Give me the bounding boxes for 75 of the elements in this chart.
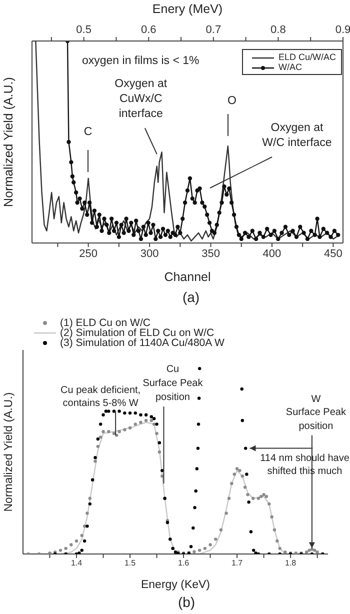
point (118, 410, 121, 413)
point (88, 502, 92, 506)
annotation: Cu Surface Peak position (142, 364, 204, 404)
point (174, 550, 178, 554)
point (249, 530, 253, 534)
x2-tick-label: 0.8 (270, 24, 286, 36)
point (247, 500, 250, 504)
x2-axis-title: Enery (MeV) (152, 2, 223, 16)
legend-label: W/AC (277, 62, 303, 72)
legend-label: (1) ELD Cu on W/C (59, 317, 150, 329)
point (158, 441, 162, 444)
x-tick-label: 350 (202, 248, 220, 260)
point (102, 413, 105, 417)
legend-label: (3) Simulation of 1140A Cu/480A W (59, 337, 226, 349)
x-tick-label: 1.6 (178, 558, 190, 568)
x-tick-label: 400 (262, 248, 282, 260)
x-tick-label: 1.7 (231, 558, 244, 568)
point (82, 539, 86, 543)
point (139, 413, 142, 417)
point (98, 422, 102, 426)
point (86, 524, 89, 528)
x-axis-title: Energy (KeV) (140, 579, 210, 591)
annotation: C (84, 126, 92, 138)
point (144, 413, 148, 417)
x-tick-label: 250 (79, 248, 98, 260)
point (123, 411, 126, 415)
point (254, 551, 258, 554)
point (104, 410, 108, 413)
point (252, 548, 256, 552)
x2-tick-label: 0.6 (140, 24, 156, 36)
point (197, 396, 201, 400)
point (196, 446, 200, 450)
point (155, 422, 158, 426)
annotation: oxygen in films is < 1% (82, 55, 200, 68)
x2-tick-label: 0.9 (335, 24, 350, 36)
y-axis-title: Normalized Yield (A.U.) (1, 77, 16, 207)
legend-label: ELD Cu/W/AC (277, 52, 336, 62)
x2-tick-label: 0.5 (76, 24, 92, 36)
point (193, 506, 196, 510)
x-tick-label: 300 (140, 248, 159, 260)
x-tick-label: 450 (324, 248, 342, 260)
annotation: Cu peak deficient, contains 5-8% W (60, 384, 141, 409)
point (244, 446, 248, 450)
point (78, 551, 81, 554)
point (134, 411, 137, 415)
x-tick-label: 1.8 (284, 558, 297, 568)
point (196, 422, 200, 426)
point (194, 489, 198, 493)
point (240, 387, 244, 391)
point (198, 366, 202, 370)
point (96, 437, 100, 441)
point (192, 526, 195, 530)
x-axis-title: Channel (164, 270, 211, 284)
point (152, 417, 156, 420)
point (112, 410, 116, 413)
point (107, 410, 110, 413)
annotation: Oxygen at W/C interface (262, 122, 332, 150)
point (128, 411, 132, 415)
point (189, 544, 193, 548)
point (240, 418, 244, 422)
x-tick-label: 1.4 (70, 558, 83, 568)
y-axis-title: Normalized Yield (A.U.) (3, 392, 16, 512)
annotation: Oxygen at CuWx/C interface (114, 78, 168, 120)
point (150, 415, 154, 418)
x-tick-label: 1.5 (124, 558, 136, 568)
text: (a) (181, 288, 201, 307)
point (80, 548, 84, 552)
point (94, 456, 97, 460)
annotation: W Surface Peak position (286, 394, 347, 432)
annotation: O (228, 95, 237, 108)
point (195, 467, 199, 470)
x2-tick-label: 0.7 (206, 24, 222, 36)
point (245, 472, 248, 476)
text: (b) (176, 593, 196, 612)
legend-label: (2) Simulation of ELD Cu on W/C (59, 327, 214, 339)
